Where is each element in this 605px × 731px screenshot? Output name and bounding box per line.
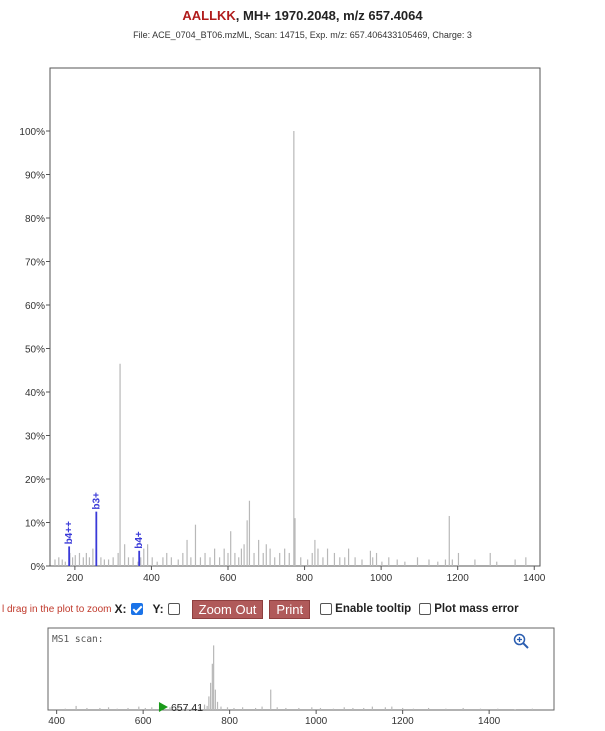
tooltip-label: Enable tooltip: [335, 603, 412, 615]
peak-annotation-label: b3+: [91, 492, 102, 510]
precursor-info: , MH+ 1970.2048, m/z 657.4064: [235, 8, 423, 23]
y-tick-label: 10%: [25, 519, 45, 530]
x-tick-label: 1000: [370, 573, 393, 584]
zoom-in-icon[interactable]: [513, 633, 529, 649]
mass-error-label: Plot mass error: [434, 603, 519, 615]
y-tick-label: 20%: [25, 475, 45, 486]
y-zoom-checkbox[interactable]: [167, 603, 180, 615]
x-tick-label: 200: [67, 573, 84, 584]
x-zoom-label: X:: [114, 602, 127, 616]
ms1-x-tick-label: 1000: [305, 716, 328, 727]
plot-controls: l drag in the plot to zoom X: Y: Zoom Ou…: [0, 598, 605, 620]
y-tick-label: 40%: [25, 388, 45, 399]
peak-annotation-label: b4+: [134, 531, 145, 549]
x-tick-label: 1200: [447, 573, 470, 584]
spectrum-title: AALLKK, MH+ 1970.2048, m/z 657.4064: [0, 8, 605, 23]
precursor-marker-icon: [158, 702, 168, 712]
print-button[interactable]: Print: [269, 599, 311, 619]
y-tick-label: 80%: [25, 214, 45, 225]
zoom-out-button[interactable]: Zoom Out: [191, 599, 264, 619]
ms1-x-tick-label: 600: [135, 716, 152, 727]
zoom-hint: l drag in the plot to zoom: [2, 603, 112, 615]
peptide-sequence: AALLKK: [182, 8, 236, 23]
mass-error-option[interactable]: Plot mass error: [419, 603, 519, 615]
y-tick-label: 30%: [25, 432, 45, 443]
x-tick-label: 800: [296, 573, 313, 584]
y-tick-label: 70%: [25, 258, 45, 269]
ms1-x-tick-label: 800: [221, 716, 238, 727]
y-tick-label: 0%: [31, 562, 46, 573]
ms1-frame: [47, 627, 555, 711]
y-tick-label: 90%: [25, 171, 45, 182]
precursor-label: 657.41: [171, 702, 203, 714]
x-tick-label: 1400: [523, 573, 546, 584]
ms1-scan-label: MS1 scan:: [52, 634, 104, 645]
tooltip-checkbox[interactable]: [320, 603, 333, 615]
plot-frame: [49, 67, 541, 567]
x-tick-label: 600: [220, 573, 237, 584]
mass-error-checkbox[interactable]: [419, 603, 432, 615]
x-tick-label: 400: [143, 573, 160, 584]
ms1-x-tick-label: 400: [48, 716, 65, 727]
ms1-x-tick-label: 1400: [478, 716, 501, 727]
peak-annotation-label: b4++: [64, 521, 75, 545]
tooltip-option[interactable]: Enable tooltip: [320, 603, 411, 615]
y-tick-label: 100%: [19, 127, 45, 138]
scan-info: File: ACE_0704_BT06.mzML, Scan: 14715, E…: [133, 30, 472, 40]
x-zoom-checkbox[interactable]: [130, 603, 143, 615]
ms1-x-tick-label: 1200: [392, 716, 415, 727]
y-tick-label: 50%: [25, 345, 45, 356]
y-tick-label: 60%: [25, 301, 45, 312]
y-zoom-label: Y:: [152, 602, 164, 616]
